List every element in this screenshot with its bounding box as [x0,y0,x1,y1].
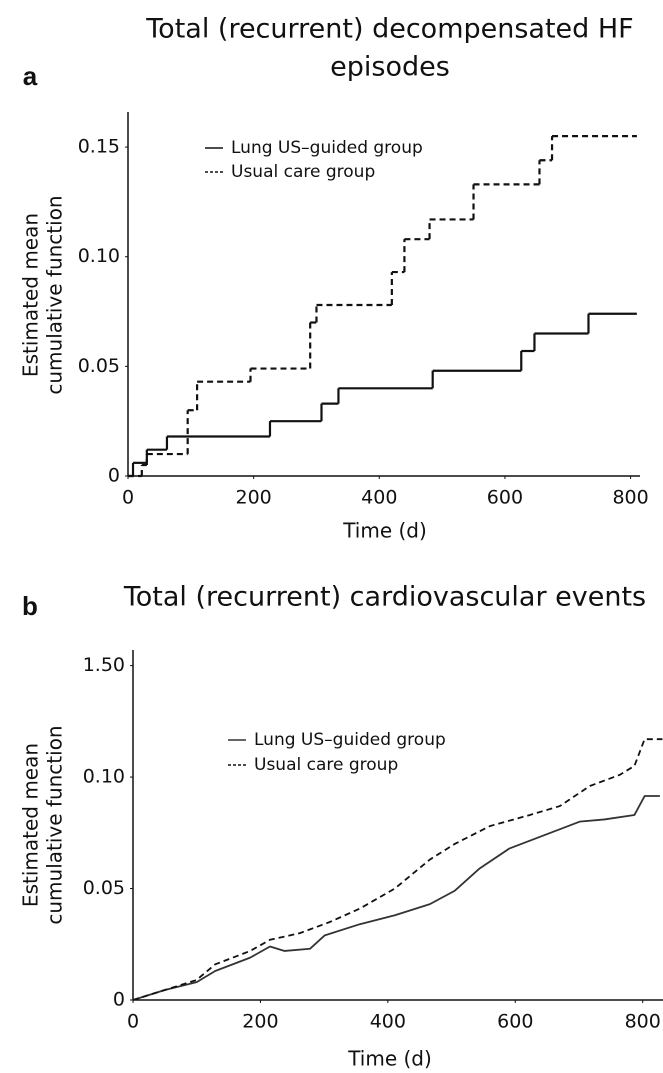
y-axis-label: cumulative function [43,195,67,394]
series-line [132,738,663,1001]
y-tick-label: 0 [108,465,120,487]
chart-title: episodes [330,52,450,83]
legend-label: Usual care group [231,162,375,182]
y-tick-label: 0.10 [83,766,125,788]
x-tick-label: 200 [242,1011,278,1033]
y-tick-label: 1.50 [83,654,125,676]
y-axis-label: cumulative function [43,725,67,924]
x-tick-label: 200 [236,487,272,509]
panel-label: a [23,61,38,91]
chart-title: Total (recurrent) decompensated HF [145,14,633,45]
y-tick-label: 0.10 [78,245,120,267]
chart-title: Total (recurrent) cardiovascular events [123,582,646,613]
x-tick-label: 600 [497,1011,533,1033]
x-axis-label: Time (d) [347,1047,432,1071]
y-tick-label: 0.15 [78,136,120,158]
legend-label: Lung US–guided group [231,138,423,158]
step-riser [140,136,554,476]
legend-label: Lung US–guided group [254,730,446,750]
x-tick-label: 400 [370,1011,406,1033]
x-tick-label: 600 [487,487,523,509]
y-axis-label: Estimated mean [19,213,43,377]
x-tick-label: 0 [122,487,134,509]
x-tick-label: 0 [127,1011,139,1033]
y-tick-label: 0 [113,989,125,1011]
y-axis-label: Estimated mean [19,743,43,907]
x-tick-label: 400 [361,487,397,509]
x-tick-label: 800 [625,1011,661,1033]
panel-label: b [22,591,38,621]
y-tick-label: 0.05 [83,877,125,899]
y-tick-label: 0.05 [78,355,120,377]
series-line [132,795,660,1001]
step-riser [131,313,590,476]
legend-label: Usual care group [254,755,398,775]
x-axis-label: Time (d) [342,519,427,543]
x-tick-label: 800 [612,487,648,509]
